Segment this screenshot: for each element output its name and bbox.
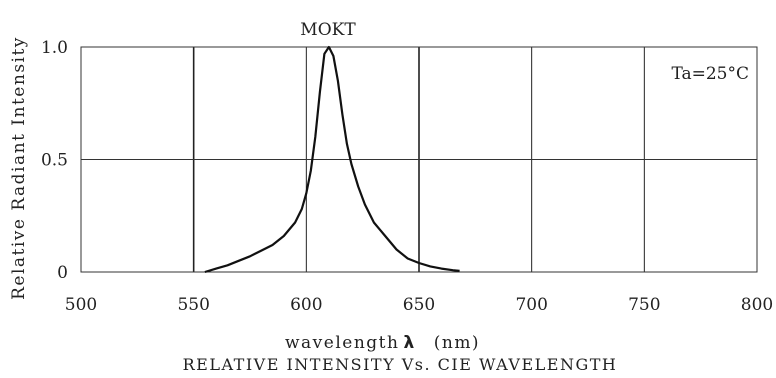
- x-tick-800: 800: [741, 295, 773, 315]
- lambda-symbol: λ: [403, 333, 415, 353]
- x-tick-labels: 500 550 600 650 700 750 800: [65, 295, 773, 315]
- x-tick-750: 750: [628, 295, 660, 315]
- condition-annotation: Ta=25°C: [671, 64, 749, 84]
- y-tick-0: 0: [57, 263, 68, 283]
- x-axis-unit: (nm): [434, 333, 480, 353]
- x-tick-600: 600: [290, 295, 322, 315]
- plot-frame: [80, 46, 758, 273]
- intensity-curve: [204, 45, 460, 274]
- series-label: MOKT: [300, 20, 356, 40]
- x-tick-500: 500: [65, 295, 97, 315]
- chart-title: RELATIVE INTENSITY Vs. CIE WAVELENGTH: [183, 355, 618, 374]
- x-axis-label-text: wavelength: [285, 333, 399, 353]
- y-tick-0.5: 0.5: [41, 151, 68, 171]
- y-tick-1.0: 1.0: [41, 38, 68, 58]
- y-axis-label: Relative Radiant Intensity: [9, 36, 29, 300]
- y-tick-labels: 0 0.5 1.0: [41, 38, 68, 283]
- grid-lines: [81, 47, 757, 272]
- x-tick-650: 650: [403, 295, 435, 315]
- x-tick-700: 700: [515, 295, 547, 315]
- x-axis-label: wavelength λ (nm): [285, 333, 480, 353]
- x-tick-550: 550: [177, 295, 209, 315]
